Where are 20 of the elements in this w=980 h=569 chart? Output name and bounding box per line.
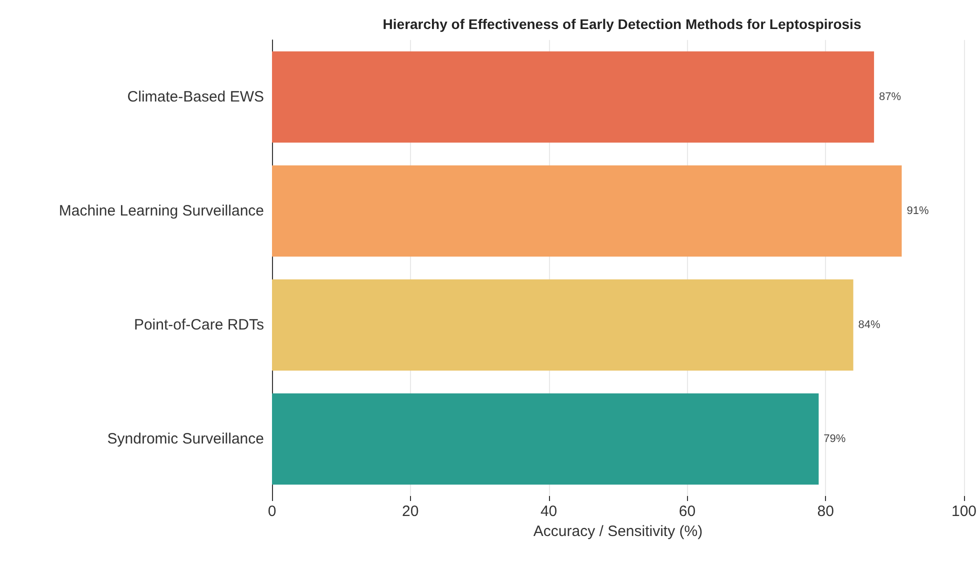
- chart-title: Hierarchy of Effectiveness of Early Detection Methods for Leptospirosis: [382, 16, 862, 32]
- x-tick-label: 40: [540, 503, 558, 520]
- bar: [272, 393, 819, 485]
- y-tick-label: Syndromic Surveillance: [107, 430, 264, 448]
- data-label: 87%: [879, 91, 902, 103]
- data-label: 91%: [906, 205, 929, 217]
- y-tick-label: Point-of-Care RDTs: [134, 316, 264, 334]
- data-label: 84%: [858, 319, 881, 331]
- y-tick-label: Climate-Based EWS: [127, 88, 264, 106]
- bar: [272, 51, 874, 143]
- x-tick-label: 0: [268, 503, 276, 520]
- x-tick-label: 100: [951, 503, 977, 520]
- y-tick-label: Machine Learning Surveillance: [58, 202, 264, 220]
- x-tick-label: 80: [817, 503, 834, 520]
- bar: [272, 165, 902, 257]
- bar: [272, 279, 854, 371]
- x-tick-label: 60: [678, 503, 696, 520]
- data-label: 79%: [824, 433, 846, 445]
- x-axis-title: Accuracy / Sensitivity (%): [533, 523, 703, 540]
- x-tick-label: 20: [402, 503, 419, 520]
